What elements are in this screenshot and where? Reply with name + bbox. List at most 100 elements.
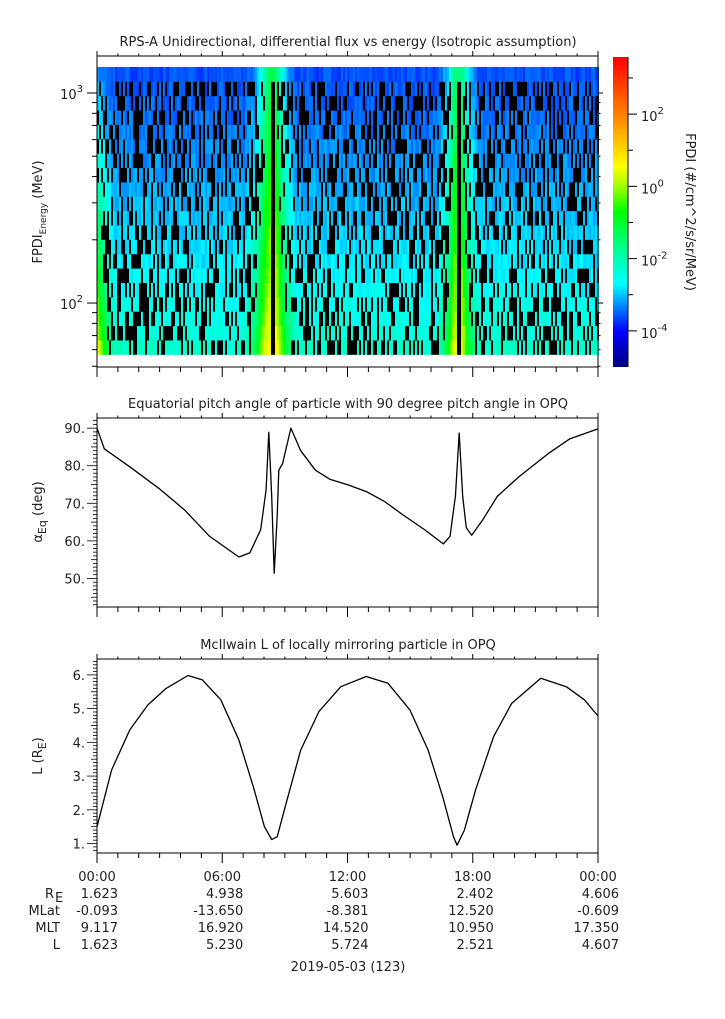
spectrogram-cell [233, 325, 235, 341]
spectrogram-cell [205, 253, 207, 269]
spectrogram-cell [333, 282, 335, 298]
spectrogram-cell [435, 95, 437, 111]
spectrogram-cell [393, 66, 395, 82]
spectrogram-cell [473, 110, 475, 125]
spectrogram-cell [383, 239, 385, 255]
spectrogram-cell [535, 225, 537, 240]
spectrogram-cell [379, 81, 381, 97]
spectrogram-cell [335, 210, 337, 226]
spectrogram-cell [491, 196, 493, 212]
spectrogram-cell [237, 339, 239, 355]
spectrogram-cell [531, 253, 533, 269]
spectrogram-cell [265, 339, 267, 355]
spectrogram-cell [295, 167, 297, 183]
spectrogram-cell [283, 138, 285, 154]
spectrogram-cell [283, 196, 285, 212]
spectrogram-cell [307, 253, 309, 269]
spectrogram-cell [291, 110, 293, 125]
spectrogram-cell [579, 225, 581, 240]
spectrogram-cell [223, 311, 225, 327]
spectrogram-cell [367, 95, 369, 111]
spectrogram-cell [283, 339, 285, 355]
spectrogram-cell [279, 124, 281, 140]
spectrogram-cell [105, 95, 107, 111]
spectrogram-cell [163, 95, 165, 111]
spectrogram-cell [549, 268, 551, 283]
spectrogram-cell [281, 210, 283, 226]
spectrogram-cell [363, 153, 365, 169]
spectrogram-cell [121, 167, 123, 183]
spectrogram-cell [289, 225, 291, 240]
spectrogram-cell [451, 110, 453, 125]
spectrogram-cell [223, 110, 225, 125]
spectrogram-cell [451, 268, 453, 283]
spectrogram-cell [221, 124, 223, 140]
spectrogram-cell [479, 239, 481, 255]
spectrogram-cell [467, 225, 469, 240]
spectrogram-cell [395, 138, 397, 154]
spectrogram-cell [147, 253, 149, 269]
spectrogram-cell [423, 153, 425, 169]
spectrogram-cell [369, 225, 371, 240]
spectrogram-cell [541, 95, 543, 111]
spectrogram-cell [301, 81, 303, 97]
spectrogram-cell [461, 339, 463, 355]
spectrogram-cell [183, 311, 185, 327]
spectrogram-cell [569, 66, 571, 82]
spectrogram-cell [295, 339, 297, 355]
spectrogram-cell [543, 239, 545, 255]
spectrogram-cell [283, 253, 285, 269]
spectrogram-cell [313, 66, 315, 82]
spectrogram-cell [367, 153, 369, 169]
spectrogram-cell [145, 239, 147, 255]
spectrogram-cell [255, 124, 257, 140]
spectrogram-cell [347, 138, 349, 154]
spectrogram-cell [257, 181, 259, 197]
spectrogram-cell [171, 196, 173, 212]
spectrogram-cell [217, 296, 219, 312]
spectrogram-cell [429, 138, 431, 154]
spectrogram-cell [503, 311, 505, 327]
spectrogram-cell [213, 66, 215, 82]
spectrogram-cell [551, 296, 553, 312]
spectrogram-cell [365, 282, 367, 298]
spectrogram-cell [517, 239, 519, 255]
spectrogram-cell [183, 167, 185, 183]
spectrogram-cell [121, 282, 123, 298]
spectrogram-cell [169, 81, 171, 97]
spectrogram-cell [563, 153, 565, 169]
spectrogram-cell [231, 268, 233, 283]
spectrogram-cell [403, 311, 405, 327]
spectrogram-cell [477, 138, 479, 154]
spectrogram-cell [215, 282, 217, 298]
spectrogram-cell [253, 325, 255, 341]
spectrogram-cell [555, 81, 557, 97]
spectrogram-cell [519, 95, 521, 111]
spectrogram-cell [133, 239, 135, 255]
spectrogram-cell [451, 282, 453, 298]
spectrogram-cell [567, 282, 569, 298]
spectrogram-cell [119, 153, 121, 169]
spectrogram-cell [535, 239, 537, 255]
spectrogram-cell [219, 253, 221, 269]
spectrogram-cell [395, 110, 397, 125]
spectrogram-cell [189, 167, 191, 183]
spectrogram-cell [101, 210, 103, 226]
spectrogram-cell [431, 253, 433, 269]
spectrogram-cell [369, 268, 371, 283]
spectrogram-cell [305, 124, 307, 140]
spectrogram-cell [347, 339, 349, 355]
spectrogram-cell [565, 110, 567, 125]
spectrogram-cell [283, 81, 285, 97]
spectrogram-cell [163, 225, 165, 240]
spectrogram-cell [199, 138, 201, 154]
spectrogram-cell [587, 296, 589, 312]
spectrogram-cell [451, 325, 453, 341]
spectrogram-cell [199, 81, 201, 97]
spectrogram-cell [523, 268, 525, 283]
spectrogram-cell [527, 181, 529, 197]
spectrogram-cell [307, 181, 309, 197]
spectrogram-cell [107, 253, 109, 269]
spectrogram-cell [411, 225, 413, 240]
spectrogram-cell [383, 81, 385, 97]
